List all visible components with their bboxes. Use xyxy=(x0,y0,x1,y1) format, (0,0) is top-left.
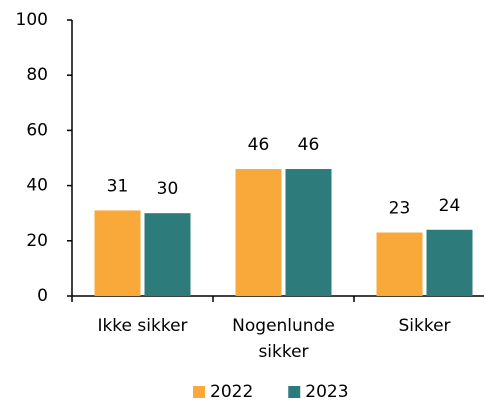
x-tick-label: Ikke sikker xyxy=(97,316,187,336)
y-tick-label: 0 xyxy=(37,286,48,306)
bar xyxy=(94,210,141,296)
y-tick-label: 60 xyxy=(26,120,48,140)
y-tick-label: 20 xyxy=(26,231,48,251)
x-tick-label: Sikker xyxy=(398,316,450,336)
x-tick-label: Nogenlunde sikker xyxy=(232,316,335,362)
legend-label: 2023 xyxy=(305,382,348,401)
data-label: 46 xyxy=(298,135,320,155)
data-label: 31 xyxy=(107,176,129,196)
bar xyxy=(376,232,423,296)
legend-swatch xyxy=(193,386,205,398)
y-tick-label: 40 xyxy=(26,176,48,196)
y-tick-label: 100 xyxy=(16,10,48,30)
bar xyxy=(235,169,282,296)
bar xyxy=(285,169,332,296)
data-label: 24 xyxy=(439,196,461,216)
legend-swatch xyxy=(288,386,301,398)
data-label: 46 xyxy=(248,135,270,155)
data-label: 30 xyxy=(157,179,179,199)
data-label: 23 xyxy=(389,199,411,219)
legend-label: 2022 xyxy=(210,382,253,401)
bar xyxy=(426,229,473,296)
bar xyxy=(144,213,191,296)
y-tick-label: 80 xyxy=(26,65,48,85)
